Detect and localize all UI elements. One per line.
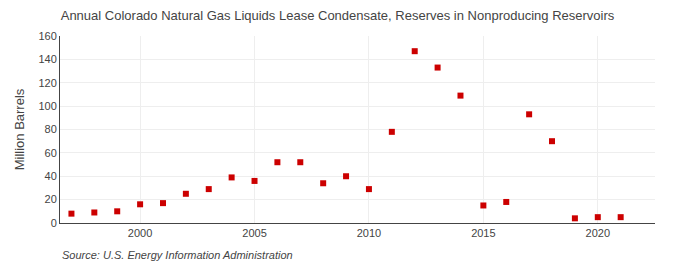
svg-text:20: 20 (45, 193, 57, 205)
svg-text:2000: 2000 (128, 227, 152, 239)
svg-text:2015: 2015 (471, 227, 495, 239)
svg-text:80: 80 (45, 123, 57, 135)
svg-text:2005: 2005 (242, 227, 266, 239)
svg-text:Million Barrels: Million Barrels (12, 88, 27, 170)
svg-text:40: 40 (45, 170, 57, 182)
svg-text:2020: 2020 (586, 227, 610, 239)
svg-text:0: 0 (51, 217, 57, 229)
svg-text:60: 60 (45, 147, 57, 159)
svg-text:120: 120 (38, 77, 56, 89)
svg-text:Annual Colorado Natural Gas Li: Annual Colorado Natural Gas Liquids Leas… (61, 8, 615, 23)
svg-text:2010: 2010 (357, 227, 381, 239)
svg-text:160: 160 (38, 30, 56, 42)
svg-text:100: 100 (38, 100, 56, 112)
svg-text:140: 140 (38, 53, 56, 65)
svg-text:Source: U.S. Energy Informatio: Source: U.S. Energy Information Administ… (62, 249, 293, 261)
